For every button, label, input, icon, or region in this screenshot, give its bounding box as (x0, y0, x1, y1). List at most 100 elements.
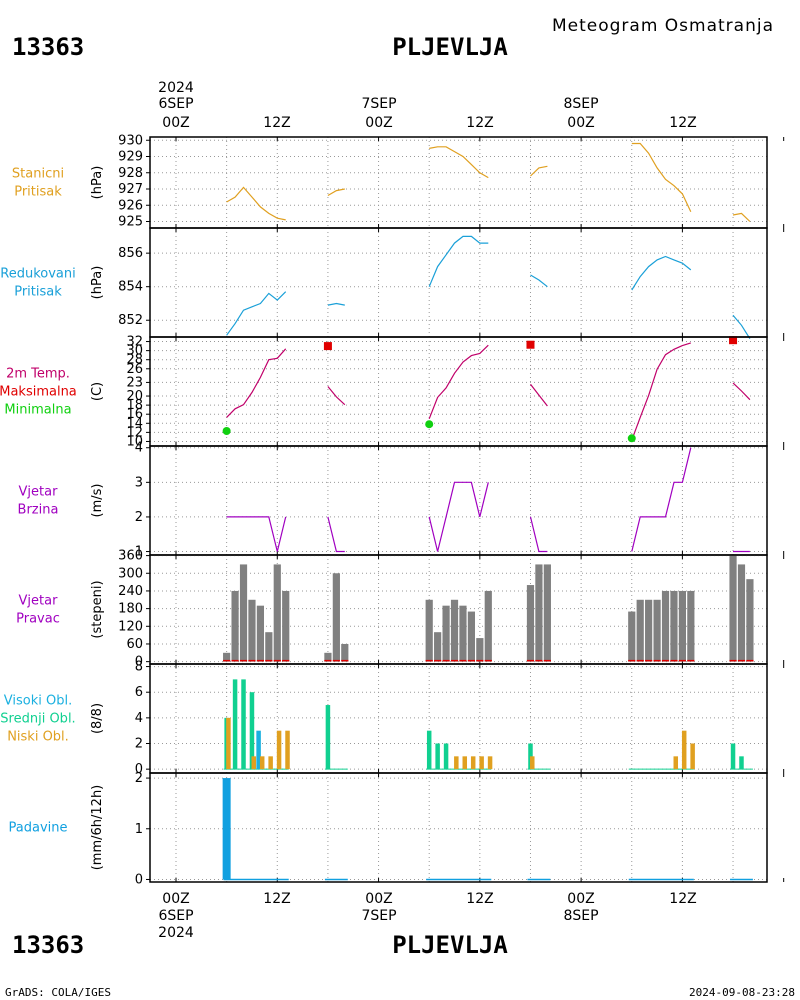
pressure-series-line (530, 165, 548, 177)
y-axis-unit-label: (stepeni) (90, 580, 105, 638)
station-name-bottom: PLJEVLJA (392, 931, 508, 959)
cloud-bar (285, 730, 290, 770)
y-tick-label: 0 (135, 872, 143, 887)
wind-direction-bar (526, 585, 535, 662)
footer-timestamp: 2024-09-08-23:28 (689, 986, 795, 999)
temperature-series-line (530, 383, 548, 407)
panel-label: Vjetar (19, 594, 59, 609)
panel-label: Srednji Obl. (0, 712, 75, 727)
y-tick-label: 240 (118, 584, 143, 599)
y-tick-label: 23 (126, 375, 143, 390)
y-tick-label: 2 (135, 737, 143, 752)
top-hour-label: 12Z (669, 115, 696, 131)
bottom-hour-label: 00Z (162, 891, 189, 907)
y-tick-label: 16 (126, 407, 143, 422)
bottom-hour-label: 12Z (466, 891, 493, 907)
pressure-series-line (732, 212, 751, 222)
y-tick-label: 4 (135, 441, 143, 456)
reduced-series-line (631, 255, 692, 291)
wind-direction-bar (543, 564, 551, 662)
top-year-label: 2024 (158, 80, 194, 96)
station-id-bottom: 13363 (12, 931, 84, 959)
cloud-bar (462, 756, 468, 770)
wind-speed-series-line (327, 516, 345, 553)
cloud-bar (479, 756, 484, 770)
top-date-label: 7SEP (361, 96, 396, 112)
y-axis-unit-label: (mm/6h/12h) (90, 785, 105, 871)
tmin-marker (627, 434, 636, 443)
wind-direction-bar (476, 638, 484, 662)
wind-direction-bar (332, 573, 340, 662)
wind-direction-bar (746, 579, 754, 662)
y-tick-label: 852 (118, 313, 143, 328)
wind-direction-bar (273, 564, 281, 662)
y-tick-label: 10 (126, 434, 143, 449)
reduced-series-line (226, 291, 287, 336)
y-tick-label: 927 (118, 182, 143, 197)
y-tick-label: 925 (118, 215, 143, 230)
y-tick-label: 18 (126, 398, 143, 413)
meteogram-subtitle: Meteogram Osmatranja (552, 16, 774, 36)
wind-direction-bar (535, 564, 543, 662)
y-tick-label: 26 (126, 362, 143, 377)
y-axis-unit-label: (m/s) (90, 484, 105, 518)
cloud-bar (487, 756, 493, 770)
y-tick-label: 854 (118, 280, 143, 295)
top-hour-label: 12Z (263, 115, 290, 131)
wind-direction-bar (248, 599, 256, 662)
y-tick-label: 20 (126, 389, 143, 404)
pressure-series-line (631, 142, 692, 213)
cloud-bar (268, 756, 273, 770)
bottom-date-label: 7SEP (361, 908, 396, 924)
wind-direction-bar (653, 599, 661, 662)
cloud-bar (426, 730, 432, 770)
tmin-marker (425, 420, 434, 429)
cloud-bar (730, 743, 736, 770)
top-hour-label: 00Z (365, 115, 392, 131)
cloud-bar (690, 743, 695, 770)
bottom-hour-label: 00Z (365, 891, 392, 907)
panel-label: Pritisak (14, 285, 62, 300)
wind-direction-bar (450, 599, 459, 662)
y-tick-label: 12 (126, 425, 143, 440)
y-tick-label: 360 (118, 549, 143, 564)
footer-credit: GrADS: COLA/IGES (5, 986, 111, 999)
y-tick-label: 6 (135, 685, 143, 700)
y-tick-label: 3 (135, 475, 143, 490)
wind-direction-bar (434, 632, 442, 662)
y-tick-label: 2 (135, 771, 143, 786)
y-tick-label: 28 (126, 353, 143, 368)
wind-direction-bar (239, 564, 248, 662)
panel-frame (149, 772, 768, 883)
y-tick-label: 926 (118, 198, 143, 213)
y-tick-label: 32 (126, 335, 143, 350)
panel-reduced: 852 854 856 (hPa) Redukovani Pritisak (0, 227, 785, 340)
tmax-marker (526, 340, 535, 349)
y-tick-label: 60 (126, 637, 143, 652)
y-tick-label: 180 (118, 602, 143, 617)
wind-direction-bar (223, 652, 231, 662)
cloud-bar (259, 756, 265, 770)
y-tick-label: 1 (135, 545, 143, 560)
cloud-bar (443, 743, 449, 770)
bottom-year-label: 2024 (158, 925, 194, 941)
panel-label: Niski Obl. (7, 730, 69, 745)
temperature-series-line (428, 344, 489, 420)
wind-direction-bar (628, 611, 636, 662)
panel-label: Stanicni (12, 167, 64, 182)
y-tick-label: 1 (135, 822, 143, 837)
y-axis-unit-label: (hPa) (90, 166, 105, 200)
wind-direction-bar (231, 590, 239, 662)
cloud-bar (470, 756, 476, 770)
temperature-series-line (631, 342, 691, 441)
panel-label: Minimalna (4, 403, 71, 418)
pressure-series-line (327, 188, 345, 197)
wind-speed-series-line (529, 516, 548, 553)
wind-direction-bar (661, 590, 670, 662)
cloud-bar (673, 756, 679, 770)
wind-direction-bar (729, 555, 737, 662)
panel-label: Pritisak (14, 185, 62, 200)
wind-direction-bar (256, 605, 264, 662)
